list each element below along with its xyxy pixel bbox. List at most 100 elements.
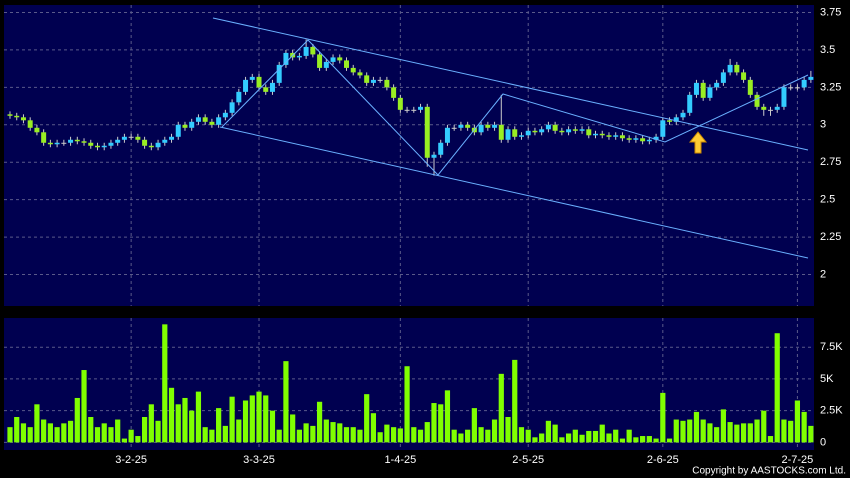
candle-body [485, 124, 491, 128]
candle-body [175, 124, 181, 137]
candle-body [169, 136, 175, 140]
candle-body [155, 142, 161, 148]
candle-body [74, 139, 80, 142]
candle-body [27, 120, 33, 128]
candle-body [101, 145, 107, 148]
candle-body [774, 106, 780, 110]
candle-body [707, 87, 713, 98]
candle-body [781, 87, 787, 107]
candle-body [606, 135, 612, 137]
candle-body [317, 54, 323, 68]
candle-body [761, 106, 767, 110]
candle-body [68, 139, 74, 143]
y-tick-label: 2.25 [820, 231, 841, 243]
volume-bar [660, 392, 666, 443]
candle-body [344, 60, 349, 68]
candle-body [303, 46, 309, 56]
volume-bar [41, 419, 47, 443]
volume-bar [128, 429, 134, 443]
candle-body [418, 106, 424, 110]
candle-body [88, 142, 94, 146]
volume-bar [565, 433, 572, 443]
candle-body [687, 94, 693, 113]
candle-body [693, 82, 699, 95]
volume-bar [512, 359, 518, 443]
volume-bar [559, 437, 565, 443]
volume-bar [391, 427, 397, 443]
candle-body [229, 102, 235, 113]
candle-body [216, 117, 222, 125]
volume-bar [451, 429, 457, 443]
candle-body [653, 136, 659, 140]
candle-body [754, 94, 760, 107]
candle-body [81, 141, 87, 143]
y-tick-label: 3.25 [820, 81, 841, 93]
candle-body [135, 136, 141, 140]
volume-bar [579, 434, 585, 443]
candle-body [357, 72, 363, 76]
volume-bar [505, 417, 511, 443]
volume-bar [34, 404, 40, 443]
candle-body [148, 145, 154, 148]
volume-bar [377, 432, 383, 443]
volume-bar [101, 423, 107, 443]
zigzag-line [221, 39, 809, 176]
candle-body [370, 79, 376, 83]
candle-body [411, 109, 417, 111]
candle-body [404, 109, 410, 111]
candle-body [377, 79, 383, 81]
volume-bar [485, 429, 491, 443]
volume-bar [115, 419, 121, 443]
volume-bar [7, 427, 13, 443]
volume-bar [458, 433, 464, 443]
y-tick-label: 7.5K [820, 341, 843, 353]
candle-body [384, 79, 390, 88]
volume-bar [67, 420, 74, 443]
candle-body [162, 139, 168, 143]
volume-bar [182, 397, 188, 443]
candle-body [720, 72, 726, 83]
volume-bar [121, 438, 128, 443]
x-tick-label: 2-7-25 [782, 454, 814, 466]
volume-bar [552, 424, 558, 443]
y-tick-label: 2.5 [820, 194, 835, 206]
volume-bar [175, 404, 181, 443]
candle-body [458, 124, 464, 128]
volume-bar [269, 410, 276, 443]
volume-bar [330, 422, 336, 443]
volume-bar [518, 427, 525, 443]
candle-body [330, 57, 336, 62]
y-tick-label: 2.5K [820, 405, 843, 417]
volume-bar [808, 425, 814, 443]
volume-bar [216, 408, 222, 443]
volume-bar [572, 429, 578, 443]
candle-body [202, 117, 208, 122]
candle-body [121, 136, 127, 140]
candle-body [14, 115, 20, 118]
volume-bar [256, 391, 262, 443]
volume-bar [61, 423, 67, 443]
volume-bar [653, 438, 659, 443]
candle-body [397, 97, 403, 110]
volume-bar [734, 424, 740, 443]
candle-body [714, 82, 720, 88]
candle-body [249, 76, 255, 80]
candle-body [20, 117, 26, 121]
y-tick-label: 2 [820, 268, 826, 280]
candle-body [34, 127, 40, 133]
volume-bar [54, 427, 60, 443]
volume-bar [94, 427, 101, 443]
candle-body [350, 67, 356, 73]
volume-bar [646, 436, 652, 443]
volume-bar [545, 420, 551, 443]
candle-body [323, 61, 329, 68]
volume-bar [370, 413, 377, 443]
volume-bar [162, 324, 168, 443]
copyright: Copyright by AASTOCKS.com Ltd. [692, 466, 846, 477]
candle-body [209, 121, 215, 125]
volume-bar [168, 387, 175, 443]
candle-body [794, 87, 800, 89]
candle-body [700, 82, 706, 98]
volume-bar [761, 410, 767, 443]
candle-body [444, 127, 450, 143]
